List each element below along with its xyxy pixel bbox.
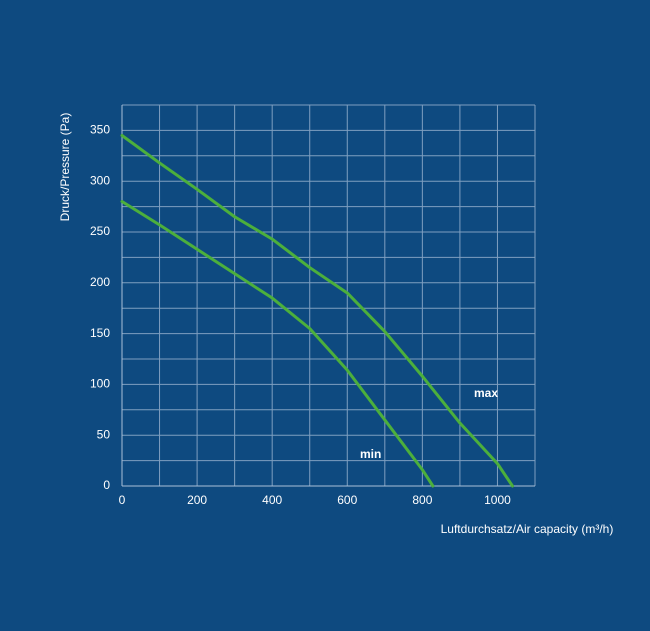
- x-tick-label: 1000: [484, 493, 511, 507]
- y-tick-label: 150: [90, 326, 110, 340]
- y-axis-label: Druck/Pressure (Pa): [58, 113, 72, 222]
- x-tick-label: 800: [412, 493, 432, 507]
- x-axis-label: Luftdurchsatz/Air capacity (m³/h): [441, 522, 614, 536]
- series-label: min: [360, 447, 381, 461]
- y-tick-label: 50: [97, 427, 111, 441]
- y-tick-label: 350: [90, 123, 110, 137]
- y-tick-label: 200: [90, 275, 110, 289]
- x-tick-label: 0: [119, 493, 126, 507]
- curve: [120, 133, 514, 488]
- y-tick-label: 100: [90, 377, 110, 391]
- x-tick-label: 200: [187, 493, 207, 507]
- x-tick-label: 600: [337, 493, 357, 507]
- y-tick-label: 250: [90, 224, 110, 238]
- curve: [120, 200, 435, 488]
- series-label: max: [474, 386, 498, 400]
- y-tick-label: 0: [103, 478, 110, 492]
- y-tick-label: 300: [90, 173, 110, 187]
- x-tick-label: 400: [262, 493, 282, 507]
